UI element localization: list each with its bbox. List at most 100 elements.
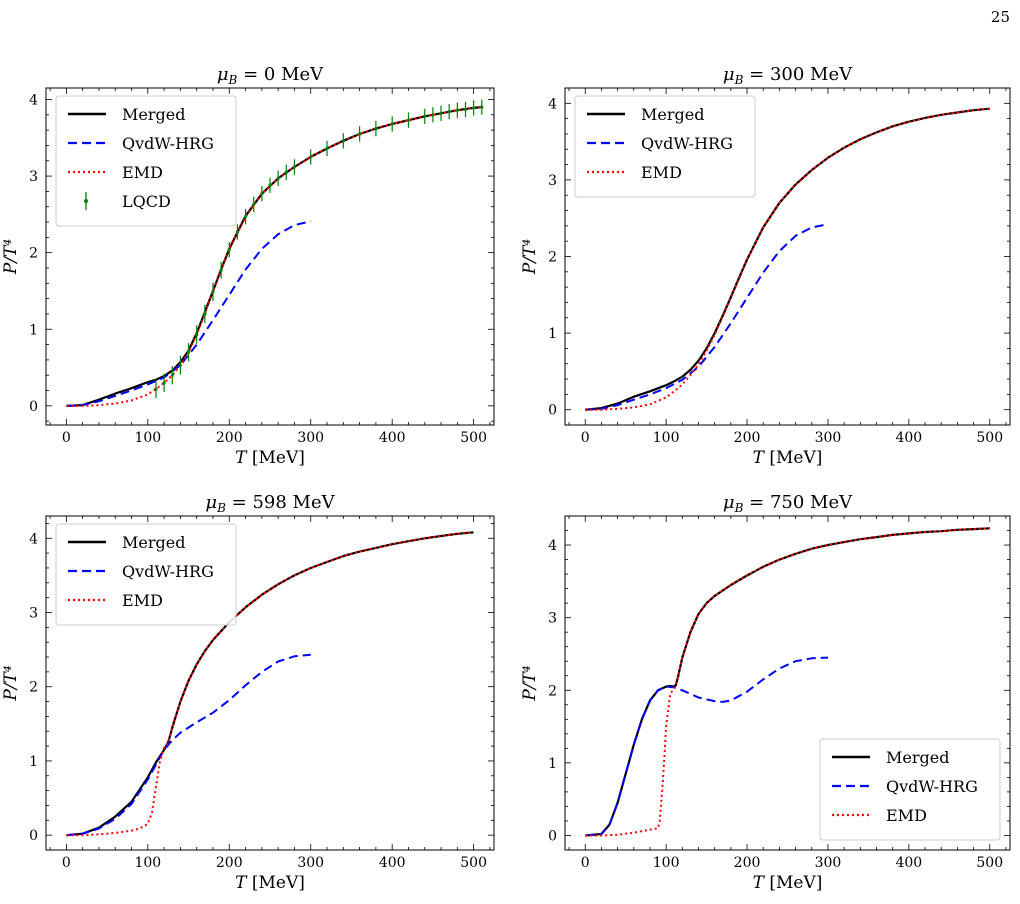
y-tick-label: 4 <box>548 538 557 554</box>
plot-area <box>585 107 990 411</box>
x-axis-label: T [MeV] <box>235 448 305 468</box>
chart-panel-4: μB = 750 MeV 0 100 200 300 400 500 0 1 2 3 4 T [MeV]… <box>520 492 1011 893</box>
data-point <box>186 350 191 354</box>
series-qvdw-hrg-line <box>585 656 829 837</box>
data-point <box>260 192 264 196</box>
legend-merged-label: Merged <box>122 533 185 552</box>
data-point <box>439 111 443 115</box>
chart-panel-3: μB = 598 MeV 0 100 200 300 400 500 0 1 2 3 4 T [MeV]… <box>1 492 495 893</box>
axes-frame <box>564 87 1011 426</box>
legend-qvdw-hrg-label: QvdW-HRG <box>641 134 733 153</box>
series-qvdw-hrg-line <box>66 653 311 837</box>
series-lqcd <box>154 99 484 399</box>
x-axis-label: T [MeV] <box>235 873 305 893</box>
data-point <box>219 268 223 272</box>
x-tick-label: 300 <box>297 430 324 446</box>
data-point <box>195 333 199 337</box>
x-tick-label: 500 <box>976 430 1003 446</box>
x-tick-label: 0 <box>581 855 590 871</box>
y-tick-label: 3 <box>548 611 557 627</box>
x-axis-label: T [MeV] <box>753 873 823 893</box>
chart-panel-2: μB = 300 MeV 0 100 200 300 400 500 0 1 2 3 4 T [MeV]… <box>520 64 1011 468</box>
data-point <box>341 139 345 143</box>
x-tick-label: 100 <box>653 855 680 871</box>
data-point <box>170 373 174 377</box>
x-tick-label: 500 <box>976 855 1003 871</box>
legend-emd-label: EMD <box>641 163 682 182</box>
chart-panel-1: μB = 0 MeV 0 100 200 300 400 500 0 1 2 3 4 T [MeV] P/… <box>1 64 495 468</box>
x-tick-label: 300 <box>297 855 324 871</box>
y-tick-label: 3 <box>548 173 557 189</box>
legend-box <box>574 95 756 198</box>
x-tick-label: 400 <box>895 855 922 871</box>
data-point <box>390 122 394 126</box>
y-tick-label: 3 <box>29 605 38 621</box>
y-tick-label: 2 <box>29 246 38 262</box>
series-emd-line <box>585 527 990 837</box>
y-axis-label: P/T⁴ <box>1 239 21 276</box>
y-tick-label: 0 <box>29 828 38 844</box>
data-point <box>243 215 248 219</box>
y-axis-label: P/T⁴ <box>520 665 540 702</box>
data-point <box>374 126 378 131</box>
x-tick-label: 0 <box>62 855 71 871</box>
x-tick-label: 400 <box>379 855 406 871</box>
legend: Merged QvdW-HRG EMD <box>574 95 756 198</box>
legend-qvdw-hrg-label: QvdW-HRG <box>122 134 214 153</box>
legend-box <box>55 523 237 626</box>
legend-emd-label: EMD <box>886 806 927 825</box>
chart-title: μB = 300 MeV <box>723 64 853 87</box>
data-point <box>292 165 297 169</box>
legend-qvdw-hrg-label: QvdW-HRG <box>886 777 978 796</box>
chart-title: μB = 750 MeV <box>723 492 853 515</box>
series-qvdw-hrg-line <box>66 220 311 407</box>
data-point <box>154 387 158 391</box>
y-tick-label: 1 <box>548 326 557 342</box>
x-tick-label: 0 <box>581 430 590 446</box>
y-tick-label: 0 <box>29 399 38 415</box>
x-tick-label: 100 <box>653 430 680 446</box>
chart-title: μB = 0 MeV <box>217 64 324 87</box>
x-tick-label: 400 <box>379 430 406 446</box>
x-tick-label: 200 <box>216 430 243 446</box>
axes-frame <box>45 87 495 426</box>
x-tick-label: 200 <box>734 430 761 446</box>
y-tick-label: 4 <box>29 531 38 547</box>
data-point <box>252 202 256 207</box>
legend-lqcd-label: LQCD <box>122 192 171 211</box>
legend-qvdw-hrg-label: QvdW-HRG <box>122 562 214 581</box>
plot-area <box>66 99 484 407</box>
y-tick-label: 4 <box>29 92 38 108</box>
data-point <box>358 132 362 136</box>
legend-merged-label: Merged <box>122 105 185 124</box>
data-point <box>472 106 476 110</box>
legend: Merged QvdW-HRG EMD LQCD <box>55 95 237 227</box>
axes-frame <box>564 515 1011 851</box>
y-tick-label: 2 <box>548 683 557 699</box>
y-tick-label: 2 <box>29 680 38 696</box>
data-point <box>227 248 231 252</box>
legend: Merged QvdW-HRG EMD <box>55 523 237 626</box>
data-point <box>235 230 240 234</box>
legend-emd-label: EMD <box>122 591 163 610</box>
data-point <box>463 107 468 112</box>
x-tick-label: 500 <box>460 855 487 871</box>
data-point <box>211 290 215 294</box>
y-tick-label: 4 <box>548 96 557 112</box>
data-point <box>309 155 313 159</box>
data-point <box>480 105 484 109</box>
y-axis-label: P/T⁴ <box>1 665 21 702</box>
x-tick-label: 400 <box>895 430 922 446</box>
data-point <box>268 183 272 187</box>
x-tick-label: 200 <box>734 855 761 871</box>
y-tick-label: 2 <box>548 250 557 266</box>
page-number: 25 <box>990 8 1010 26</box>
data-point <box>325 146 329 151</box>
data-point <box>276 176 280 180</box>
y-tick-label: 0 <box>548 403 557 419</box>
data-point <box>431 113 435 117</box>
y-tick-label: 1 <box>29 322 38 338</box>
x-tick-label: 300 <box>815 855 842 871</box>
x-axis-label: T [MeV] <box>753 448 823 468</box>
